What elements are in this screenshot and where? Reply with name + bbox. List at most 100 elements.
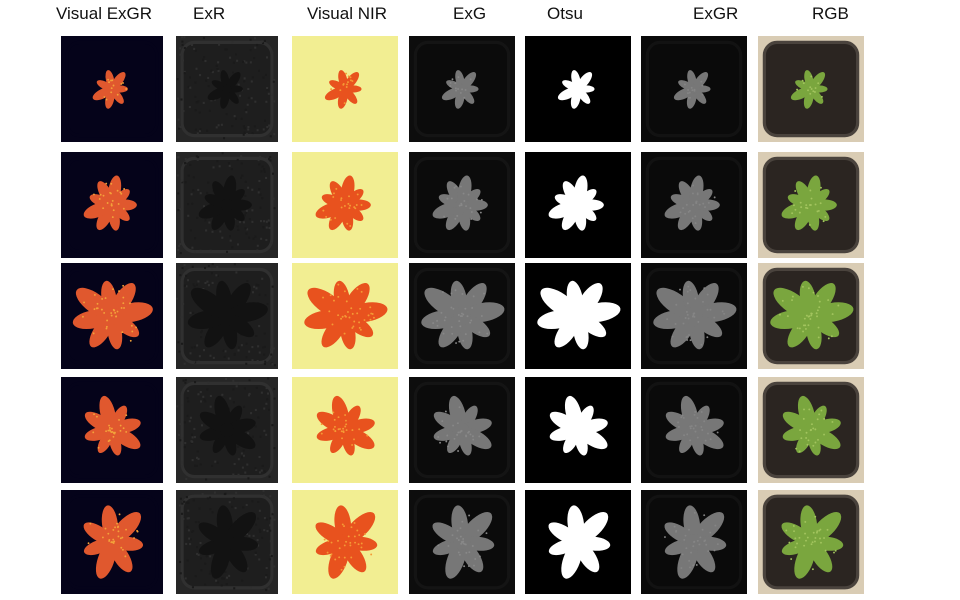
- noise-speck: [203, 349, 206, 352]
- plant-leaf: [810, 427, 841, 450]
- leaf-speckle: [122, 207, 125, 210]
- leaf-speckle: [707, 201, 710, 204]
- noise-speck: [232, 379, 235, 382]
- noise-speck: [244, 227, 247, 230]
- leaf-speckle: [340, 430, 343, 433]
- leaf-speckle: [121, 548, 124, 551]
- noise-speck: [257, 191, 260, 194]
- noise-speck: [196, 216, 199, 219]
- leaf-speckle: [816, 309, 819, 312]
- noise-speck: [179, 497, 182, 500]
- leaf-speckle: [329, 554, 332, 557]
- plant-rosette: [537, 280, 621, 350]
- leaf-speckle: [432, 322, 435, 325]
- leaf-speckle: [125, 88, 128, 90]
- leaf-speckle: [671, 335, 674, 338]
- leaf-speckle: [110, 192, 112, 195]
- leaf-speckle: [339, 427, 341, 430]
- noise-speck: [271, 227, 274, 230]
- noise-speck: [224, 571, 227, 574]
- leaf-speckle: [110, 431, 113, 434]
- leaf-speckle: [693, 541, 695, 543]
- leaf-speckle: [105, 327, 108, 330]
- plant-leaf: [790, 87, 812, 101]
- noise-speck: [237, 83, 240, 86]
- leaf-speckle: [117, 535, 120, 538]
- noise-speck: [237, 445, 240, 448]
- noise-speck: [268, 158, 271, 161]
- noise-speck: [257, 517, 260, 520]
- leaf-speckle: [460, 202, 463, 205]
- noise-speck: [251, 133, 254, 137]
- noise-speck: [262, 226, 265, 229]
- noise-speck: [186, 559, 189, 562]
- leaf-speckle: [459, 185, 462, 188]
- noise-speck: [221, 393, 224, 396]
- noise-speck: [250, 80, 253, 83]
- noise-speck: [246, 103, 249, 106]
- leaf-speckle: [334, 430, 337, 432]
- noise-speck: [210, 99, 213, 102]
- leaf-speckle: [332, 428, 335, 431]
- leaf-speckle: [830, 335, 833, 338]
- noise-speck: [183, 284, 186, 287]
- noise-speck: [183, 263, 186, 267]
- noise-speck: [262, 346, 265, 349]
- noise-speck: [249, 49, 252, 52]
- noise-speck: [259, 206, 262, 209]
- leaf-speckle: [695, 202, 698, 205]
- leaf-speckle: [116, 310, 119, 313]
- leaf-speckle: [706, 308, 709, 311]
- leaf-speckle: [691, 192, 694, 195]
- leaf-speckle: [460, 204, 463, 207]
- leaf-speckle: [689, 566, 691, 569]
- noise-speck: [197, 553, 200, 556]
- leaf-speckle: [477, 529, 480, 532]
- leaf-speckle: [696, 416, 699, 419]
- noise-speck: [236, 243, 240, 246]
- plant-rosette: [548, 175, 604, 231]
- noise-speck: [206, 497, 209, 500]
- tile-rgb-row-1: [758, 36, 864, 142]
- noise-speck: [224, 350, 227, 353]
- leaf-speckle: [680, 567, 683, 569]
- leaf-speckle: [121, 536, 124, 539]
- noise-speck: [236, 225, 239, 228]
- noise-speck: [180, 342, 184, 345]
- noise-speck: [210, 272, 213, 275]
- leaf-speckle: [338, 547, 341, 550]
- leaf-speckle: [713, 196, 716, 199]
- noise-speck: [180, 316, 183, 319]
- leaf-speckle: [369, 318, 372, 321]
- leaf-speckle: [333, 425, 336, 428]
- plant-leaf: [112, 199, 137, 211]
- noise-speck: [265, 157, 268, 160]
- noise-speck: [211, 464, 214, 467]
- leaf-speckle: [807, 89, 809, 92]
- leaf-speckle: [694, 215, 697, 218]
- noise-speck: [259, 220, 262, 223]
- noise-speck: [270, 413, 273, 417]
- noise-speck: [216, 274, 219, 277]
- leaf-speckle: [340, 568, 343, 571]
- leaf-speckle: [344, 414, 347, 417]
- noise-speck: [273, 397, 276, 400]
- noise-speck: [225, 576, 229, 579]
- plant-leaf: [540, 287, 579, 319]
- plant-rosette: [432, 505, 495, 579]
- noise-speck: [267, 92, 270, 95]
- leaf-speckle: [354, 207, 357, 210]
- noise-speck: [179, 439, 182, 442]
- leaf-speckle: [814, 515, 817, 518]
- leaf-speckle: [468, 551, 471, 554]
- leaf-speckle: [332, 411, 335, 414]
- noise-speck: [263, 529, 266, 532]
- leaf-speckle: [820, 409, 823, 412]
- leaf-speckle: [462, 339, 465, 342]
- noise-speck: [198, 111, 201, 114]
- noise-speck: [207, 76, 210, 80]
- leaf-speckle: [360, 542, 363, 545]
- noise-speck: [223, 493, 226, 496]
- noise-speck: [202, 58, 205, 61]
- leaf-speckle: [108, 540, 111, 542]
